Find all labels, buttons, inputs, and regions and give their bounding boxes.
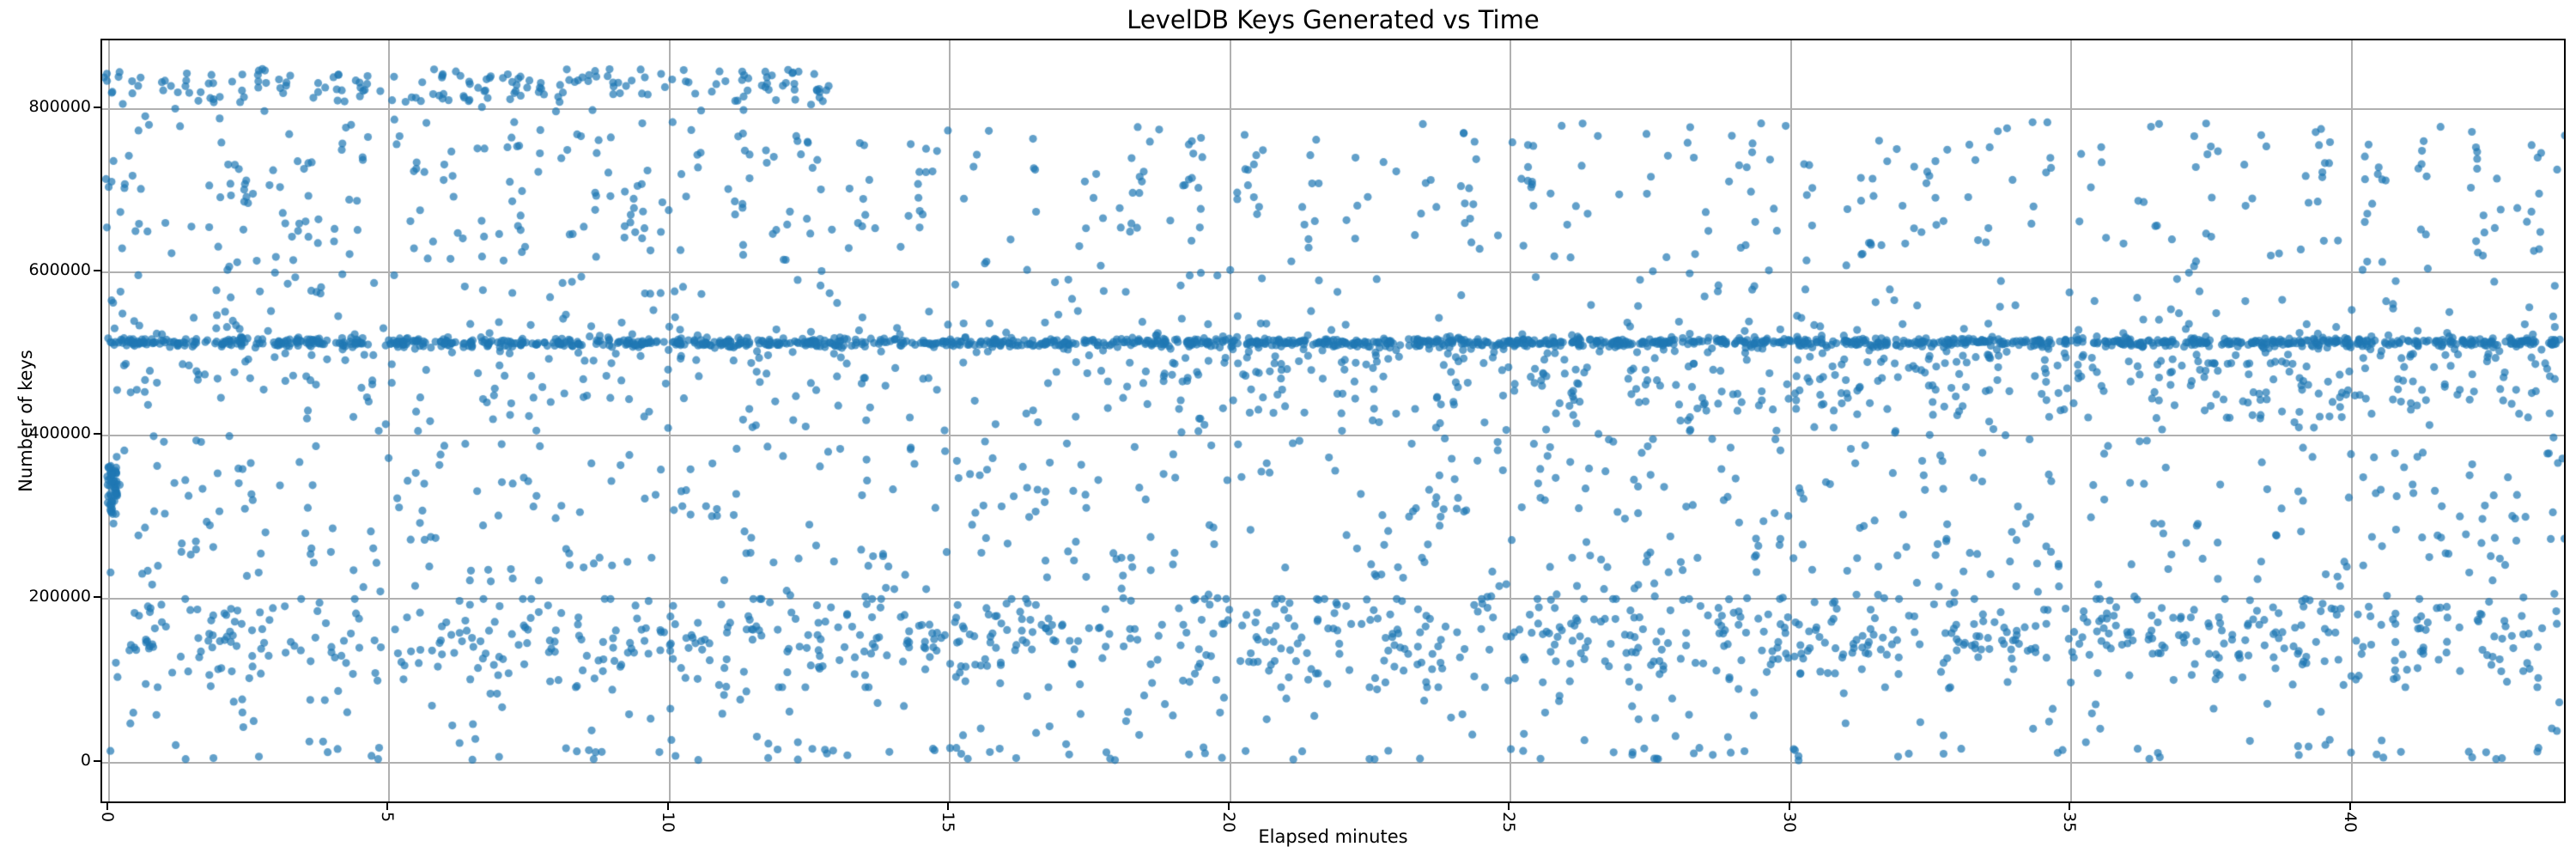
y-tick-label: 800000 bbox=[28, 96, 91, 116]
x-tick-mark bbox=[666, 803, 669, 810]
x-tick-mark bbox=[1227, 803, 1230, 810]
x-tick-mark bbox=[2348, 803, 2351, 810]
x-axis-label: Elapsed minutes bbox=[1258, 826, 1408, 847]
x-tick-mark bbox=[386, 803, 389, 810]
y-tick-mark bbox=[94, 106, 100, 108]
x-tick-mark bbox=[947, 803, 950, 810]
plot-area bbox=[100, 39, 2566, 803]
x-tick-label: 0 bbox=[97, 812, 117, 823]
y-tick-label: 200000 bbox=[28, 587, 91, 606]
scatter-canvas bbox=[102, 40, 2564, 801]
x-tick-mark bbox=[1508, 803, 1510, 810]
chart-title: LevelDB Keys Generated vs Time bbox=[1127, 5, 1540, 34]
x-tick-mark bbox=[1788, 803, 1790, 810]
y-tick-mark bbox=[94, 596, 100, 599]
y-tick-label: 0 bbox=[80, 750, 91, 770]
y-tick-label: 400000 bbox=[28, 423, 91, 443]
x-tick-label: 5 bbox=[378, 812, 398, 823]
x-tick-mark bbox=[2069, 803, 2071, 810]
y-axis-label: Number of keys bbox=[15, 350, 36, 492]
x-tick-mark bbox=[106, 803, 108, 810]
y-tick-label: 600000 bbox=[28, 260, 91, 280]
y-tick-mark bbox=[94, 759, 100, 762]
y-tick-mark bbox=[94, 270, 100, 272]
y-tick-mark bbox=[94, 433, 100, 436]
